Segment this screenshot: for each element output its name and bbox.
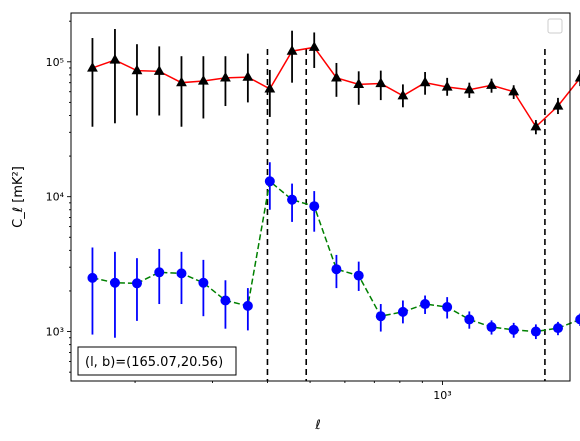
- data-point-triangle: [353, 78, 365, 88]
- data-point-triangle: [397, 89, 409, 100]
- y-tick-label: 10⁴: [46, 191, 65, 204]
- data-point-circle: [375, 311, 386, 322]
- y-tick-label: 10⁵: [46, 56, 64, 69]
- data-point-triangle: [331, 71, 342, 82]
- data-point-triangle: [242, 71, 254, 81]
- data-point-circle: [131, 278, 142, 289]
- data-point-circle: [287, 194, 298, 205]
- data-point-triangle: [286, 45, 298, 55]
- data-point-circle: [154, 267, 165, 278]
- data-point-circle: [220, 295, 231, 306]
- data-point-triangle: [220, 71, 231, 82]
- series-1: [87, 29, 580, 135]
- axis-ticks: 10³ 10⁴ 10⁵ 10³: [46, 20, 452, 402]
- data-point-triangle: [463, 83, 475, 94]
- data-point-circle: [87, 272, 98, 283]
- data-point-circle: [442, 302, 453, 313]
- data-point-triangle: [197, 75, 209, 85]
- data-point-circle: [552, 323, 563, 334]
- data-point-triangle: [264, 82, 276, 93]
- data-point-triangle: [530, 120, 542, 131]
- vertical-lines: [266, 49, 546, 381]
- x-tick-label: 10³: [433, 389, 451, 402]
- y-tick-label: 10³: [46, 326, 64, 339]
- series-layer: [87, 29, 580, 340]
- data-point-triangle: [109, 54, 121, 64]
- annotation-box: (l, b)=(165.07,20.56): [77, 346, 237, 376]
- data-point-triangle: [574, 72, 580, 82]
- data-point-circle: [198, 277, 209, 288]
- data-point-circle: [176, 268, 187, 279]
- data-point-circle: [575, 314, 580, 325]
- data-point-circle: [353, 270, 364, 281]
- data-point-triangle: [441, 81, 453, 91]
- data-point-triangle: [375, 77, 387, 88]
- data-point-circle: [109, 277, 120, 288]
- data-point-circle: [486, 322, 497, 333]
- series-2: [87, 162, 580, 340]
- data-point-triangle: [552, 100, 564, 110]
- data-point-circle: [508, 324, 519, 335]
- data-point-circle: [397, 306, 408, 317]
- data-point-circle: [530, 326, 541, 337]
- annotation-text: (l, b)=(165.07,20.56): [85, 355, 223, 370]
- data-point-circle: [331, 264, 342, 275]
- data-point-triangle: [87, 61, 98, 72]
- data-point-triangle: [131, 64, 143, 75]
- data-point-circle: [242, 300, 253, 311]
- data-point-triangle: [308, 41, 320, 51]
- y-axis-label: C_ℓ [mK²]: [11, 166, 26, 228]
- data-point-circle: [420, 299, 431, 310]
- data-point-triangle: [176, 76, 187, 87]
- data-point-triangle: [153, 65, 165, 75]
- x-axis-label: ℓ: [314, 418, 320, 433]
- data-point-triangle: [508, 85, 520, 96]
- data-point-circle: [309, 201, 320, 212]
- data-point-triangle: [486, 79, 497, 89]
- data-point-circle: [464, 314, 475, 325]
- data-point-circle: [264, 176, 275, 187]
- data-point-triangle: [419, 76, 431, 87]
- legend-box: [547, 18, 563, 34]
- annotation-frame: [77, 346, 237, 376]
